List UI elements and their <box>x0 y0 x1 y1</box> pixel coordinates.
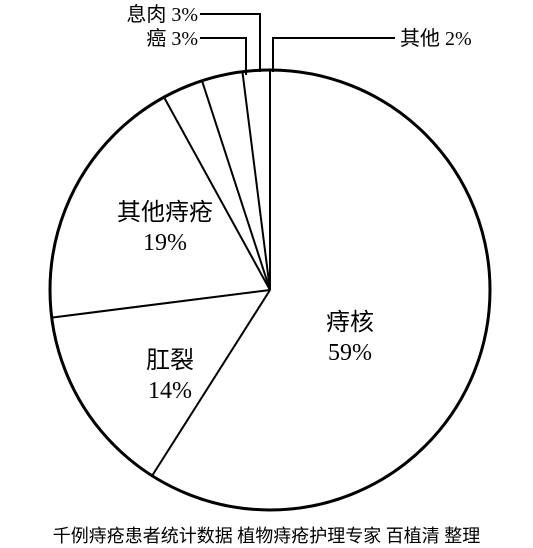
pie-chart-svg: 痔核 59% 肛裂 14% 其他痔疮 19% 癌 3%息肉 3% 其他 2% <box>0 0 533 548</box>
pie-chart-container: 痔核 59% 肛裂 14% 其他痔疮 19% 癌 3%息肉 3% 其他 2% 千例痔疮患者统计… <box>0 0 533 548</box>
slice-pct-肛裂: 14% <box>148 378 192 404</box>
leader-line-癌 <box>200 38 246 75</box>
slice-pct-其他痔疮: 19% <box>143 230 187 256</box>
callout-label-其他: 其他 2% <box>400 27 472 50</box>
slice-label-肛裂: 肛裂 <box>146 347 194 374</box>
leader-line-息肉 <box>200 14 260 72</box>
leader-line-其他 <box>273 38 395 72</box>
chart-caption: 千例痔疮患者统计数据 植物痔疮护理专家 百植清 整理 <box>0 522 533 548</box>
slice-label-痔核: 痔核 <box>326 309 374 336</box>
slice-pct-痔核: 59% <box>328 340 372 366</box>
slice-label-其他痔疮: 其他痔疮 <box>117 199 213 226</box>
callout-label-癌: 癌 3% <box>146 27 198 50</box>
callout-label-息肉: 息肉 3% <box>126 3 198 26</box>
